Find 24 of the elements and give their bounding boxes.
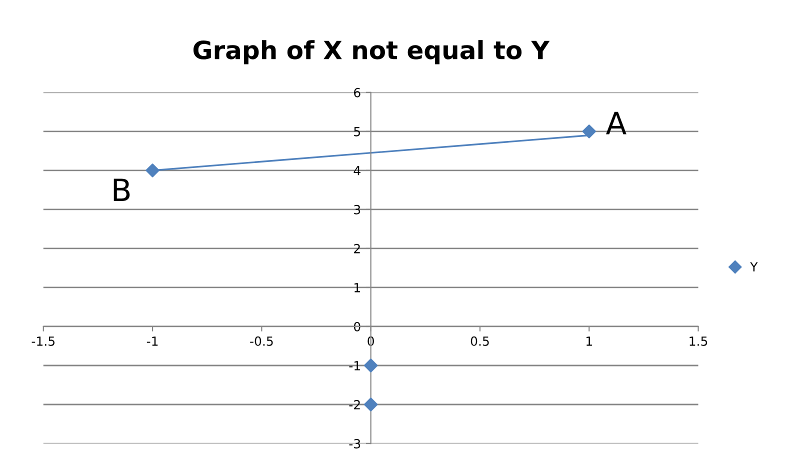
chart-title: Graph of X not equal to Y xyxy=(193,40,550,64)
x-tick-label: -1 xyxy=(146,336,158,346)
x-tick-label: -0.5 xyxy=(250,336,273,346)
x-tick-label: 0.5 xyxy=(470,336,489,346)
x-tick-label: 1.5 xyxy=(690,336,708,346)
x-tick-label: 1 xyxy=(586,336,592,346)
point xyxy=(364,398,378,412)
y-tick-label: 1 xyxy=(354,283,360,292)
y-tick-label: -1 xyxy=(349,361,360,370)
x-tick-label: -1.5 xyxy=(32,336,54,346)
y-tick-label: 3 xyxy=(354,204,360,214)
legend-label: Y xyxy=(750,262,758,272)
y-tick-label: -3 xyxy=(349,438,360,448)
y-tick-label: -2 xyxy=(349,400,360,410)
x-tick-label: 0 xyxy=(368,336,374,346)
y-tick-label: 6 xyxy=(354,88,360,98)
point xyxy=(146,164,160,178)
annotation: A xyxy=(606,112,626,134)
point xyxy=(364,358,378,372)
annotation: B xyxy=(114,178,130,201)
y-tick-label: 5 xyxy=(354,127,360,136)
y-tick-label: 2 xyxy=(354,244,360,254)
y-tick-label: 4 xyxy=(354,166,360,176)
point xyxy=(582,124,596,138)
